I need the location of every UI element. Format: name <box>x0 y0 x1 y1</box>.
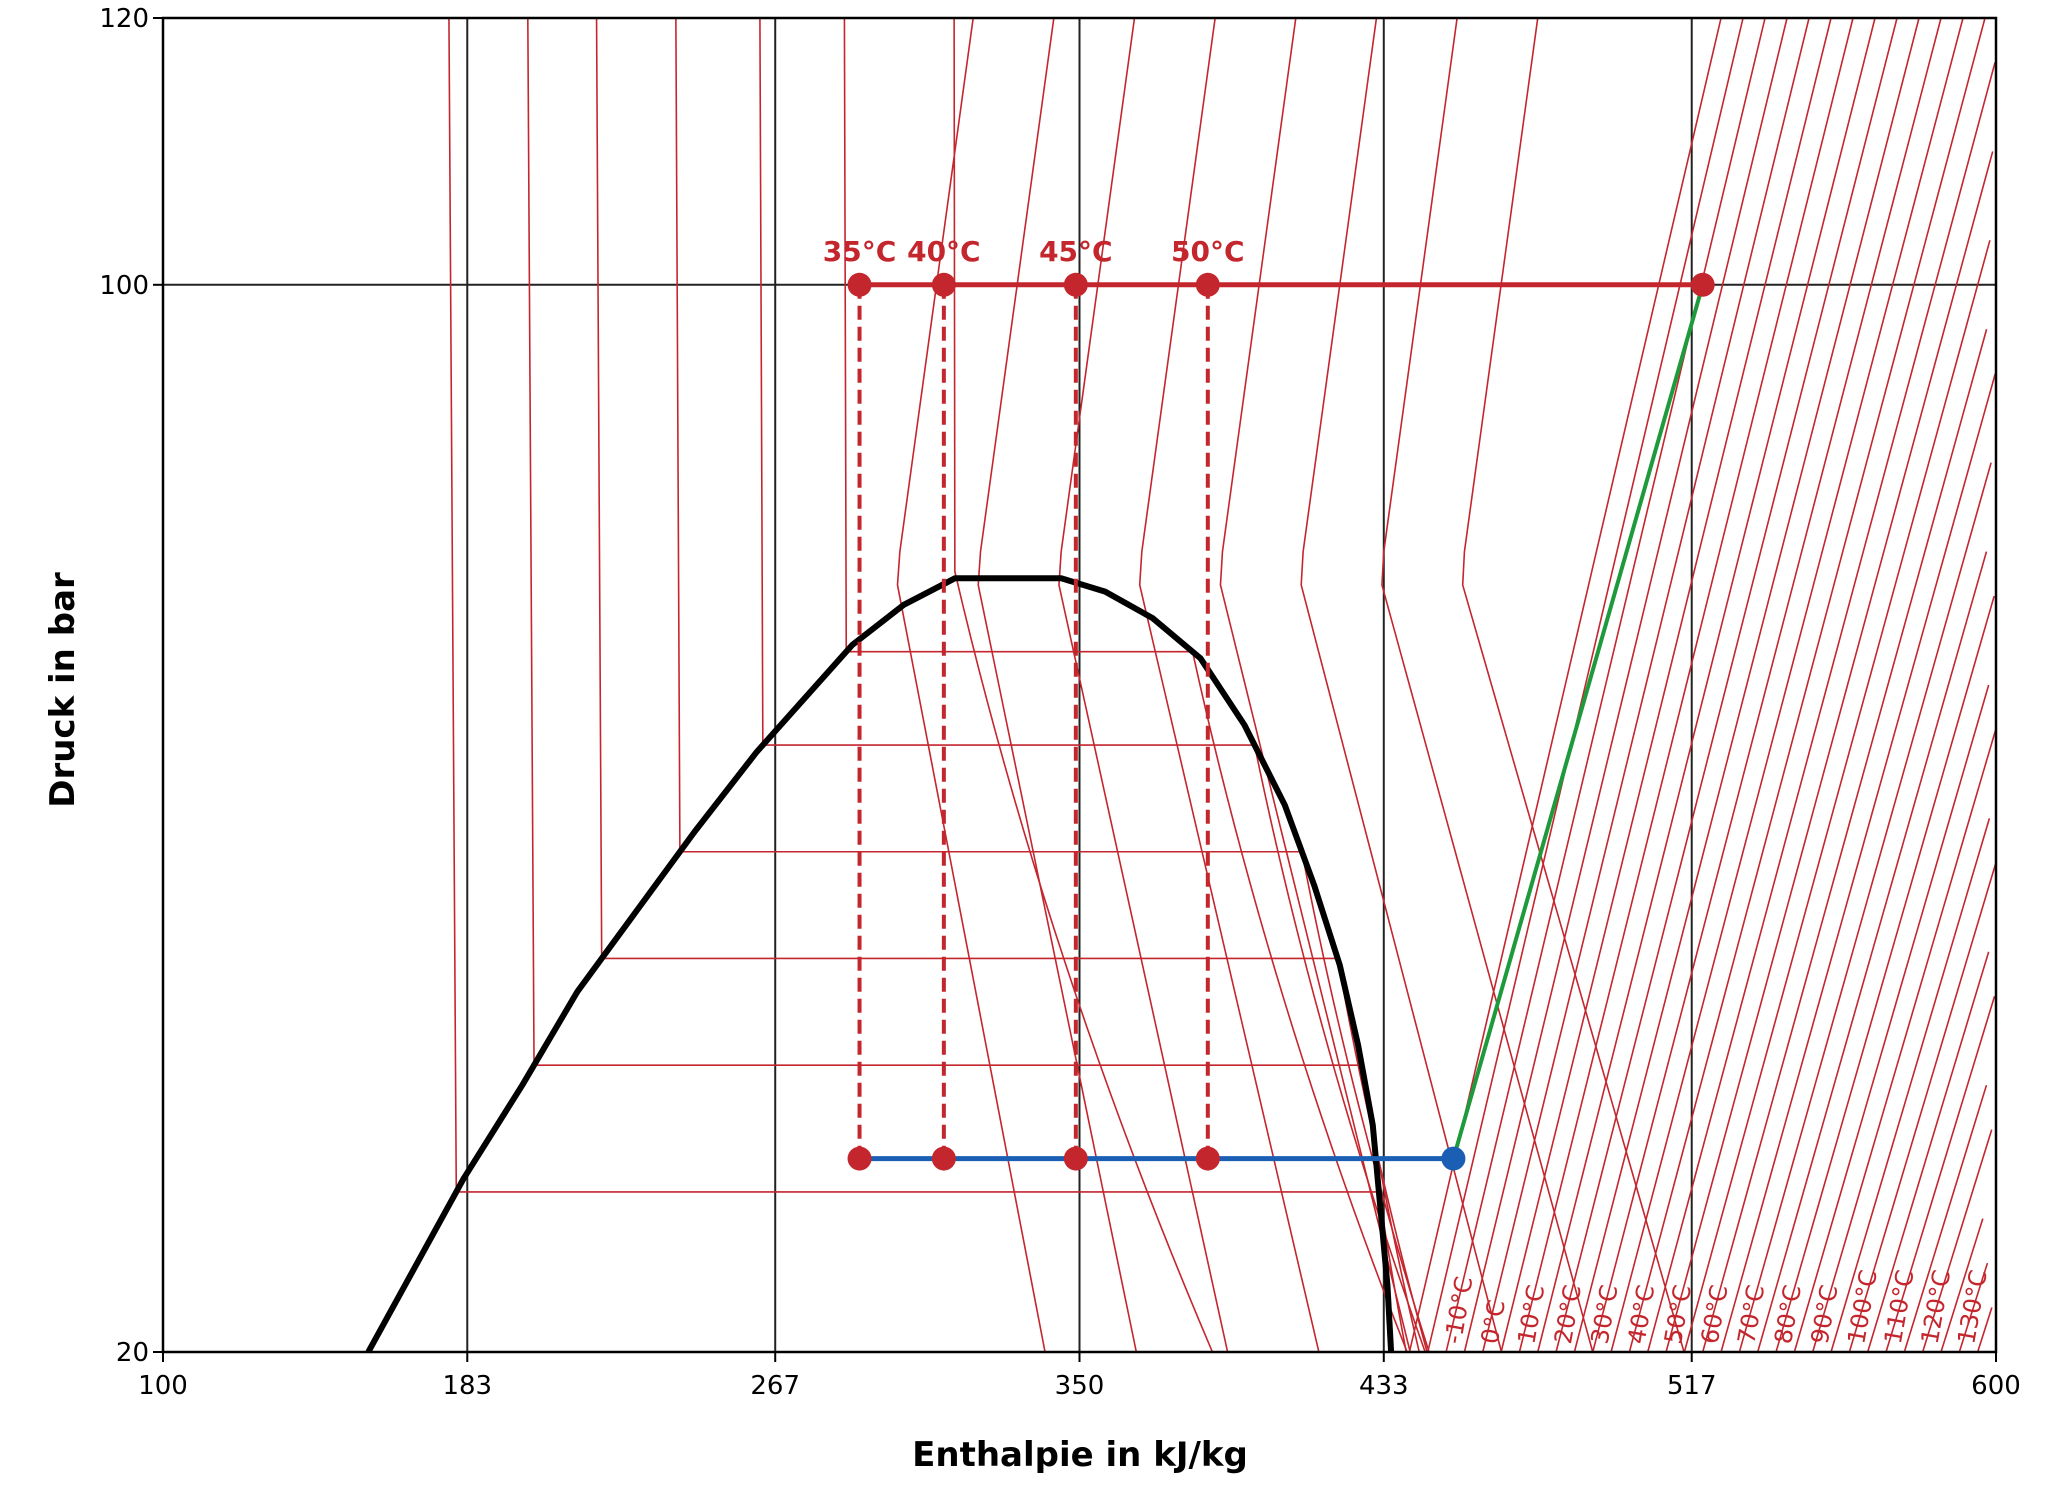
isotherm-two-phase <box>527 17 1421 1353</box>
x-tick-label: 350 <box>1055 1371 1105 1401</box>
throttle-temperature-label: 40°C <box>907 235 981 268</box>
isotherm-label: 0°C <box>1476 1298 1511 1346</box>
state-point-low <box>1063 1146 1088 1171</box>
y-axis-label: Druck in bar <box>43 572 83 808</box>
isotherm-label: 100°C <box>1842 1268 1883 1346</box>
x-tick-label: 183 <box>442 1371 492 1401</box>
x-tick-label: 600 <box>1971 1371 2021 1401</box>
isotherm-superheated <box>1811 729 1997 1353</box>
x-tick-label: 517 <box>1667 1371 1717 1401</box>
isotherm-superheated <box>1536 17 1876 1353</box>
isotherm-two-phase <box>595 17 1428 1353</box>
throttle-temperature-label: 35°C <box>823 235 897 268</box>
isotherm-superheated <box>1610 17 1964 1353</box>
isotherm-superheated <box>1885 996 1996 1353</box>
isotherm-superheated <box>1976 1307 1993 1353</box>
isotherm-two-phase <box>448 17 1408 1353</box>
isotherm-superheated <box>1756 551 1988 1353</box>
state-point-high <box>931 272 956 297</box>
isotherm-label: 120°C <box>1916 1268 1957 1346</box>
isotherm-label: -10°C <box>1439 1274 1478 1346</box>
isotherm-supercritical <box>1300 17 1503 1353</box>
x-tick-label: 267 <box>750 1371 800 1401</box>
state-point-high <box>847 272 872 297</box>
isotherm-superheated <box>1738 462 1992 1353</box>
isotherm-superheated <box>1903 1084 1988 1353</box>
isotherm-superheated <box>1555 17 1898 1353</box>
isotherm-superheated <box>1940 1218 1984 1353</box>
isotherm-label: 130°C <box>1952 1268 1993 1346</box>
state-point-low <box>847 1146 872 1171</box>
isotherm-two-phase <box>759 17 1426 1353</box>
state-point-low <box>1195 1146 1220 1171</box>
isotherm-supercritical <box>1381 17 1594 1353</box>
isotherm-label: 20°C <box>1549 1283 1587 1346</box>
isotherm-superheated <box>1866 951 1990 1353</box>
compressor-inlet-point <box>1441 1146 1466 1171</box>
isotherm-superheated <box>1500 17 1832 1353</box>
isotherm-superheated <box>1830 818 1991 1353</box>
isotherm-label: 40°C <box>1622 1283 1660 1346</box>
isotherm-superheated <box>1848 862 1997 1353</box>
y-tick-label: 120 <box>99 4 149 34</box>
isotherm-supercritical <box>1058 17 1229 1353</box>
isotherm-supercritical <box>1461 17 1685 1353</box>
isotherm-superheated <box>1481 17 1810 1353</box>
x-tick-label: 433 <box>1359 1371 1409 1401</box>
isotherm-superheated <box>1921 1129 1993 1353</box>
isotherm-superheated <box>1683 240 1991 1353</box>
state-point-low <box>931 1146 956 1171</box>
isotherm-superheated <box>1518 17 1854 1353</box>
compressor-outlet-point <box>1690 272 1715 297</box>
isotherm-superheated <box>1628 17 1986 1353</box>
isotherm-supercritical <box>977 17 1138 1353</box>
compression-line <box>1451 284 1705 1160</box>
x-tick-label: 100 <box>138 1371 188 1401</box>
isotherm-label: 30°C <box>1586 1283 1624 1346</box>
state-point-high <box>1195 272 1220 297</box>
saturation-dome <box>365 575 1395 1354</box>
isotherm-superheated <box>1775 595 1995 1353</box>
isotherm-superheated <box>1646 62 1996 1353</box>
isotherm-superheated <box>1463 17 1788 1353</box>
isotherm-superheated <box>1701 329 1988 1353</box>
isotherm-superheated <box>1793 684 1990 1353</box>
isotherm-superheated <box>1591 17 1942 1353</box>
isotherm-label: 10°C <box>1512 1283 1550 1346</box>
isotherm-superheated <box>1426 17 1744 1353</box>
isotherm-supercritical <box>1138 17 1320 1353</box>
isotherm-supercritical <box>1219 17 1411 1353</box>
y-tick-label: 20 <box>116 1338 149 1368</box>
state-point-high <box>1063 272 1088 297</box>
isotherm-supercritical <box>896 17 1046 1353</box>
isotherm-superheated <box>1958 1262 1989 1353</box>
isotherms: -10°C0°C 10°C20°C30°C40°C50°C60°C70°C80°C… <box>448 17 1997 1353</box>
isotherm-superheated <box>1720 373 1997 1353</box>
throttle-temperature-label: 45°C <box>1039 235 1113 268</box>
isotherm-label: 110°C <box>1879 1268 1920 1346</box>
saturation-curve <box>365 575 1395 1354</box>
isotherm-two-phase <box>953 17 1214 1353</box>
isotherm-superheated <box>1665 151 1994 1353</box>
isotherm-two-phase <box>843 17 1408 1353</box>
refrigeration-cycle: 35°C 40°C 45°C 50°C <box>823 235 1715 1171</box>
isotherm-two-phase <box>675 17 1430 1353</box>
isotherm-superheated <box>1445 17 1766 1353</box>
isotherm-superheated <box>1573 17 1920 1353</box>
y-tick-label: 100 <box>99 271 149 301</box>
throttle-temperature-label: 50°C <box>1171 235 1245 268</box>
x-axis-label: Enthalpie in kJ/kg <box>912 1435 1248 1475</box>
